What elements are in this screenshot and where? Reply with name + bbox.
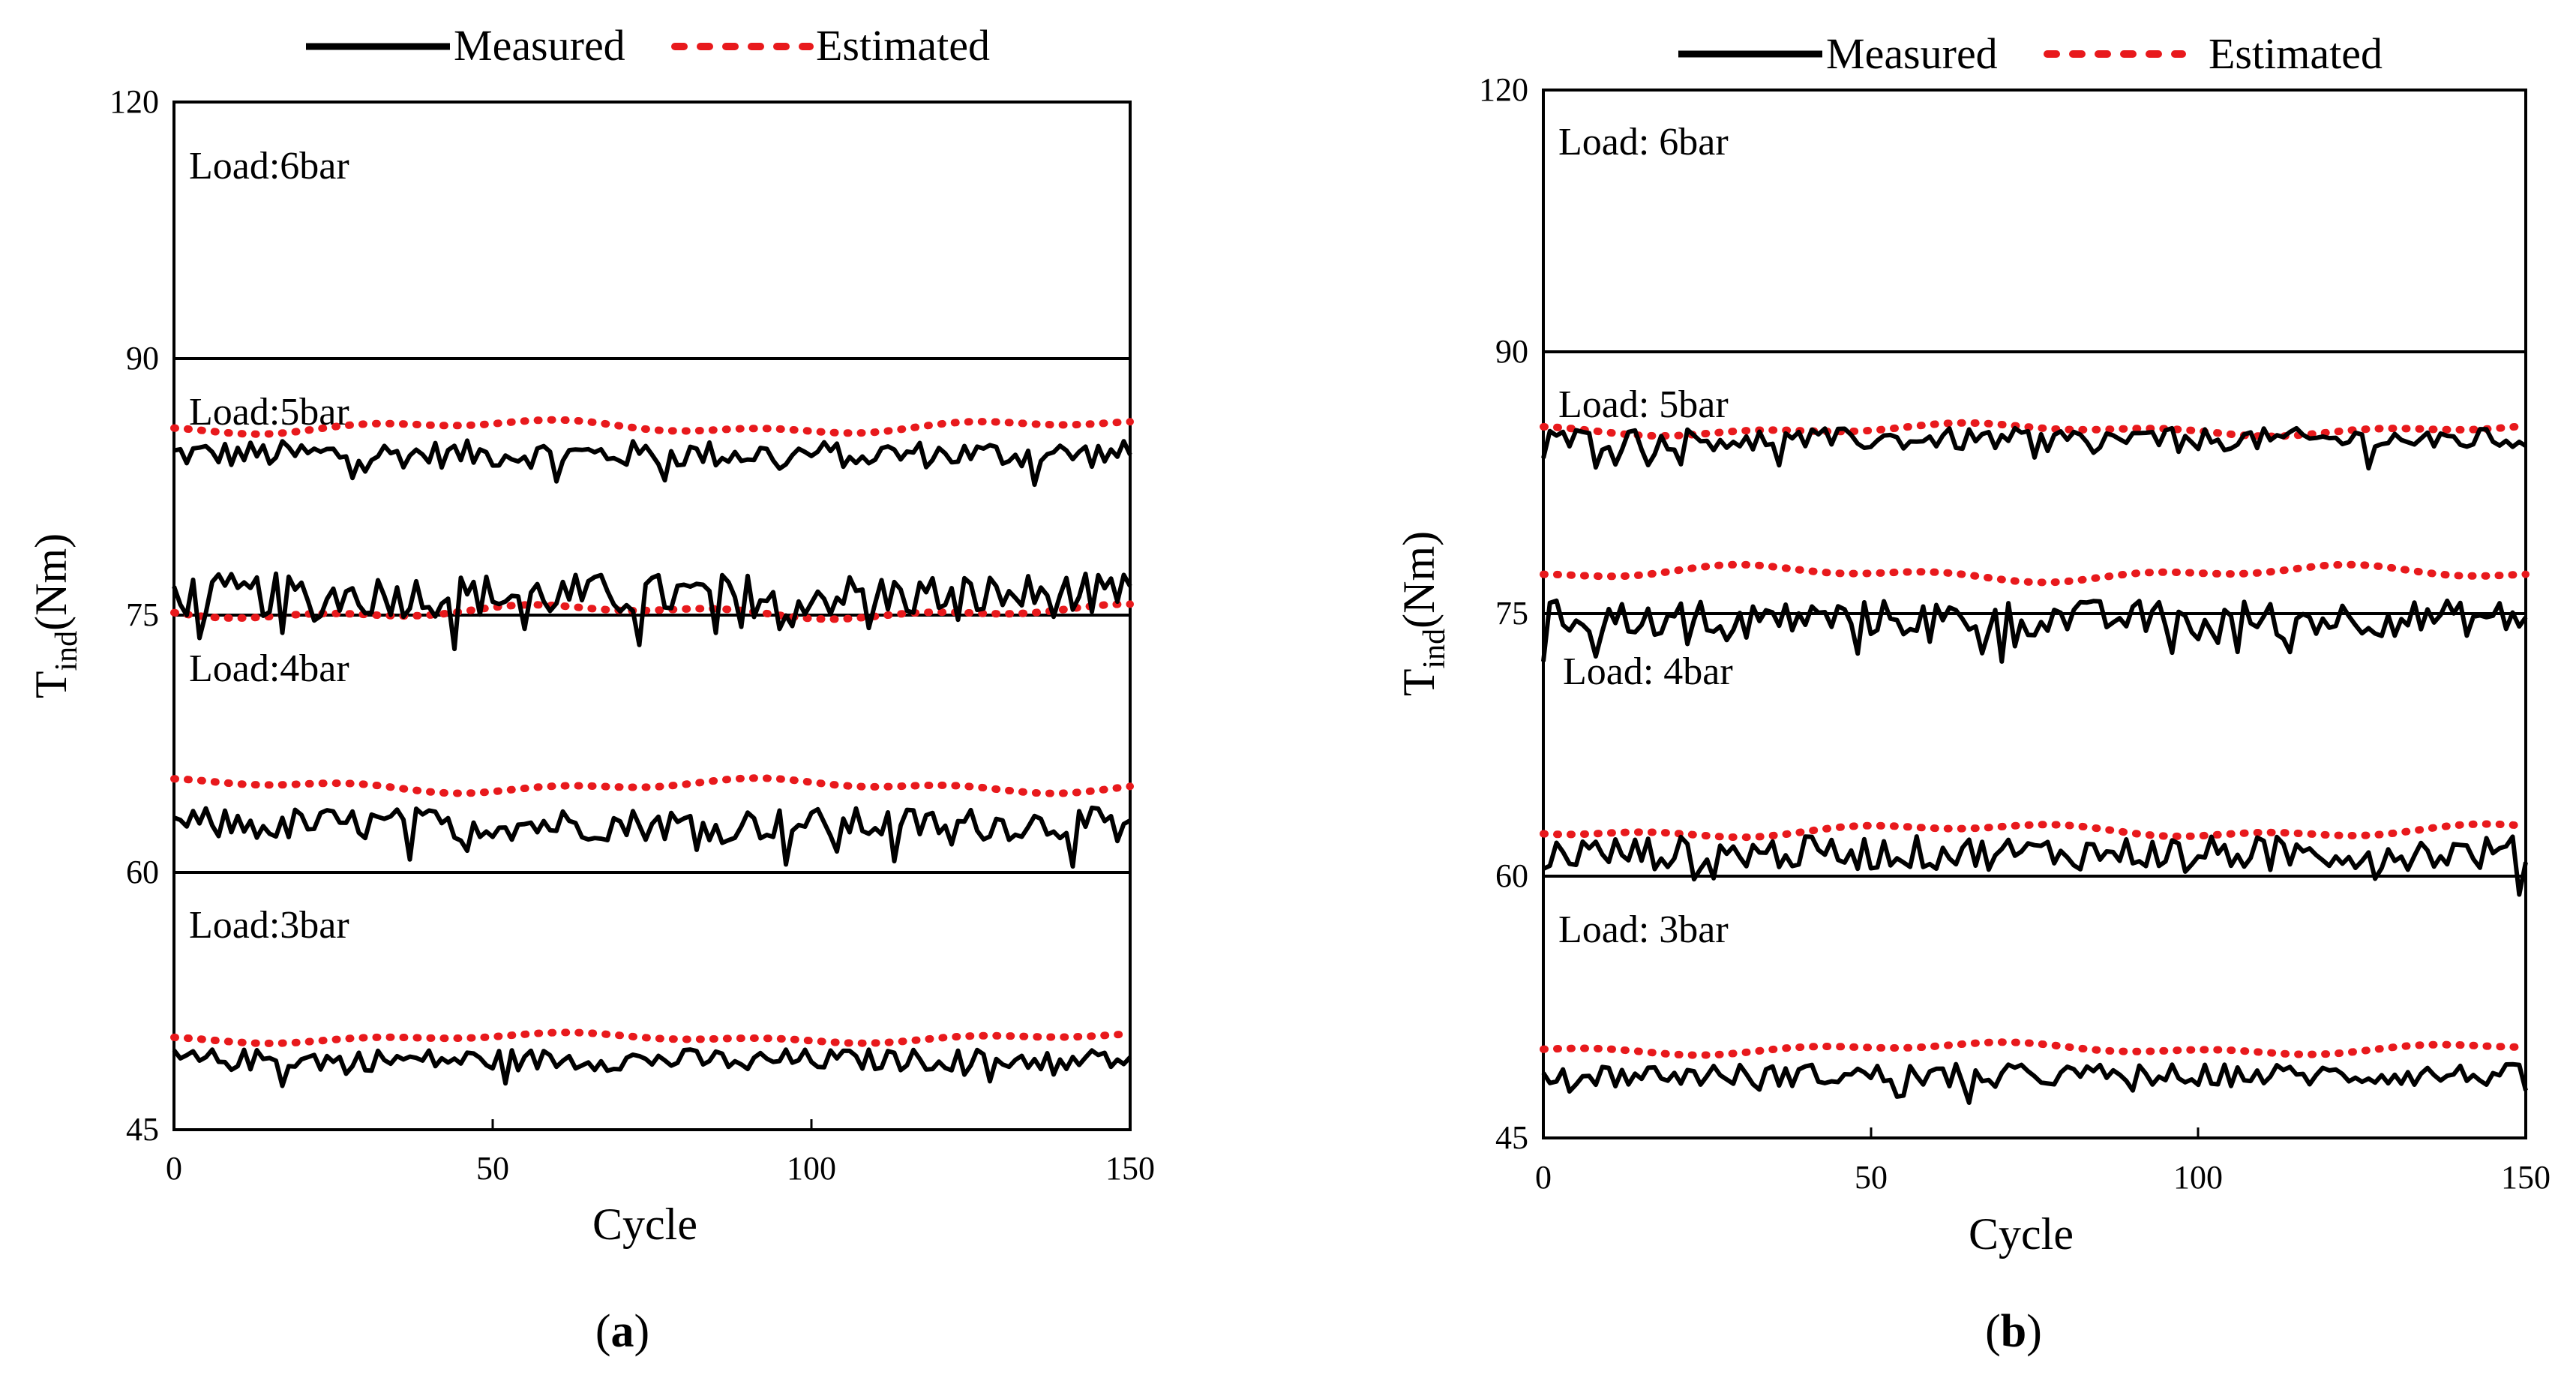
y-tick-label: 60 — [1495, 857, 1528, 894]
legend-a: Measured Estimated — [306, 21, 990, 70]
legend-measured-label-b: Measured — [1826, 29, 1998, 78]
x-axis-title-a: Cycle — [592, 1199, 697, 1249]
series-group-a — [170, 416, 1134, 1088]
legend-estimated-label-a: Estimated — [816, 21, 990, 70]
y-tick-labels-a: 120 90 75 60 45 — [109, 83, 159, 1148]
band-label-4bar-a: Load:4bar — [189, 647, 349, 690]
y-axis-title-main: T — [1394, 668, 1444, 696]
legend-b: Measured Estimated — [1678, 29, 2383, 78]
panel-a: Measured Estimated 120 90 75 60 45 — [26, 21, 1155, 1357]
y-tick-label: 45 — [126, 1111, 159, 1148]
panel-caption-letter: b — [2001, 1306, 2026, 1357]
x-tick-label: 0 — [166, 1150, 182, 1187]
band-label-6bar-b: Load: 6bar — [1558, 121, 1729, 164]
panel-caption-letter: a — [611, 1306, 634, 1357]
band-label-3bar-a: Load:3bar — [189, 904, 349, 947]
estimated-series-band-2 — [1540, 820, 2530, 842]
band-label-5bar-b: Load: 5bar — [1558, 383, 1729, 426]
y-axis-title-subscript: ind — [49, 631, 84, 671]
x-axis-title-b: Cycle — [1969, 1209, 2074, 1259]
x-tick-label: 150 — [1105, 1150, 1155, 1187]
x-tick-label: 150 — [2501, 1159, 2551, 1196]
band-label-3bar-b: Load: 3bar — [1558, 908, 1729, 951]
x-ticks-b — [1542, 1127, 2527, 1138]
panel-caption-b: (b) — [1985, 1306, 2042, 1357]
estimated-series-band-1 — [170, 600, 1134, 623]
y-tick-label: 45 — [1495, 1119, 1528, 1156]
y-ticks-b — [1543, 89, 1554, 1139]
band-dividers-a — [174, 357, 1130, 874]
x-ticks-a — [172, 1119, 1132, 1130]
estimated-series-band-3 — [170, 1028, 1134, 1047]
estimated-series-band-0 — [170, 416, 1134, 438]
y-axis-title-b: Tind(Nm) — [1394, 531, 1452, 696]
measured-series-band-2 — [1542, 834, 2528, 897]
measured-series-band-3 — [1541, 1061, 2528, 1105]
estimated-series-band-2 — [170, 774, 1134, 797]
band-dividers-b — [1543, 350, 2526, 878]
y-tick-label: 75 — [1495, 595, 1528, 632]
y-tick-labels-b: 120 90 75 60 45 — [1479, 71, 1528, 1156]
series-group-b — [1540, 419, 2530, 1105]
x-tick-label: 100 — [2173, 1159, 2223, 1196]
y-tick-label: 90 — [126, 340, 159, 377]
x-tick-label: 100 — [787, 1150, 836, 1187]
y-tick-label: 90 — [1495, 333, 1528, 370]
legend-estimated-label-b: Estimated — [2209, 29, 2383, 78]
y-ticks-a — [174, 101, 184, 1131]
measured-series-band-1 — [1541, 598, 2528, 664]
x-tick-labels-a: 0 50 100 150 — [166, 1150, 1155, 1187]
measured-series-band-3 — [172, 1047, 1132, 1088]
estimated-series-band-1 — [1540, 560, 2530, 587]
x-tick-label: 50 — [476, 1150, 509, 1187]
x-tick-labels-b: 0 50 100 150 — [1535, 1159, 2551, 1196]
y-axis-title-unit: (Nm) — [1394, 531, 1444, 629]
measured-series-band-2 — [172, 805, 1132, 869]
band-label-4bar-b: Load: 4bar — [1563, 650, 1733, 693]
y-axis-title-a: Tind(Nm) — [26, 533, 84, 698]
measured-series-band-0 — [1541, 425, 2527, 471]
panel-caption-a: (a) — [595, 1306, 649, 1357]
y-tick-label: 75 — [126, 596, 159, 633]
estimated-series-band-0 — [1540, 419, 2530, 440]
measured-series-band-1 — [172, 571, 1132, 652]
y-axis-title-subscript: ind — [1417, 629, 1452, 669]
y-tick-label: 120 — [1479, 71, 1528, 108]
panel-b: Measured Estimated 120 90 75 60 45 — [1394, 29, 2551, 1357]
x-tick-label: 0 — [1535, 1159, 1552, 1196]
estimated-series-band-3 — [1540, 1038, 2530, 1059]
legend-measured-label-a: Measured — [454, 21, 625, 70]
y-axis-title-main: T — [26, 671, 76, 698]
band-label-6bar-a: Load:6bar — [189, 145, 349, 188]
y-axis-title-unit: (Nm) — [26, 533, 76, 631]
measured-series-band-0 — [173, 438, 1132, 488]
y-tick-label: 120 — [109, 83, 159, 120]
y-tick-label: 60 — [126, 854, 159, 890]
x-tick-label: 50 — [1855, 1159, 1888, 1196]
